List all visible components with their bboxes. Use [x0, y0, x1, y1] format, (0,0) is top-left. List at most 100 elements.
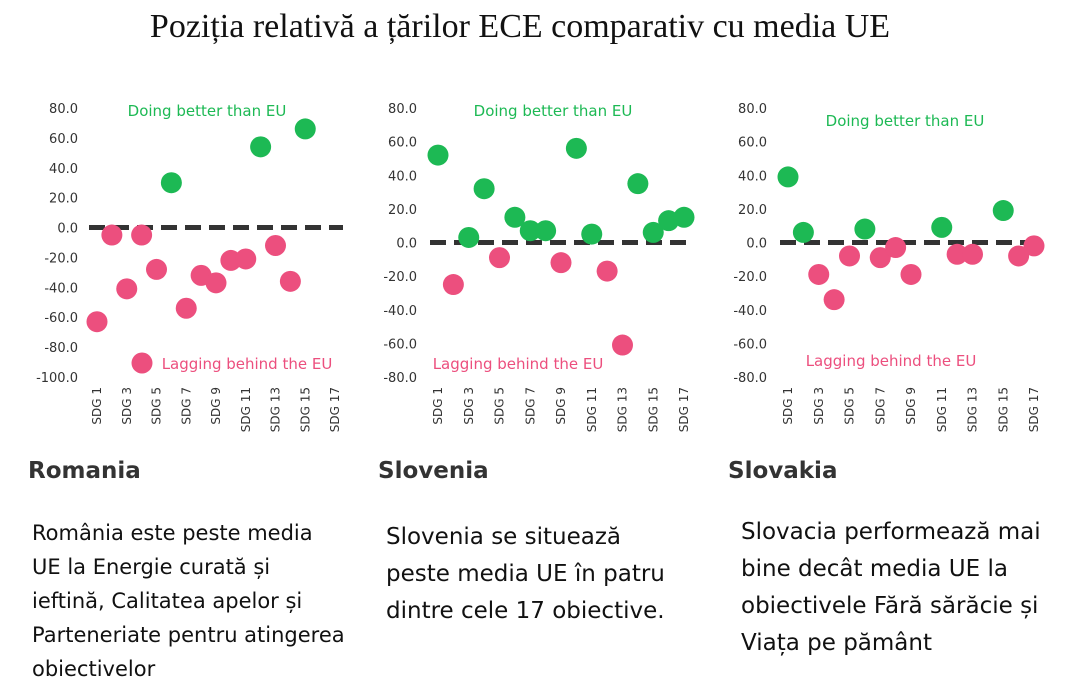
data-point	[86, 311, 108, 333]
x-tick-label: SDG 5	[150, 387, 164, 425]
romania-description-line: România este peste media	[32, 521, 313, 545]
data-point	[612, 334, 633, 356]
data-point	[581, 223, 603, 245]
data-point	[101, 224, 123, 246]
data-point	[535, 220, 557, 242]
data-point	[885, 237, 907, 259]
x-tick-label: SDG 13	[616, 387, 630, 432]
slovakia-description-line: Viața pe pământ	[741, 630, 932, 656]
data-point	[235, 248, 257, 270]
y-tick-label: -20.0	[44, 251, 78, 266]
x-tick-label: SDG 9	[209, 387, 223, 425]
data-point	[808, 263, 830, 285]
data-point	[900, 263, 922, 285]
y-tick-label: 40.0	[49, 162, 78, 177]
data-point	[823, 289, 845, 311]
slovenia-description-line: Slovenia se situează	[386, 524, 622, 550]
data-point	[673, 206, 695, 228]
data-point	[854, 218, 876, 240]
y-tick-label: 0.0	[746, 237, 767, 252]
x-tick-label: SDG 7	[523, 387, 537, 425]
slovenia-country-label: Slovenia	[378, 458, 489, 484]
data-point	[146, 258, 167, 280]
slovenia-description-line: dintre cele 17 obiective.	[386, 598, 665, 624]
x-tick-label: SDG 7	[873, 387, 887, 425]
y-tick-label: 80.0	[49, 102, 78, 117]
romania-description-line: obiectivelor	[32, 657, 156, 681]
x-tick-label: SDG 5	[493, 387, 507, 425]
data-point	[992, 200, 1014, 222]
lagging-marker	[131, 352, 153, 374]
y-tick-label: -100.0	[36, 371, 78, 386]
doing-better-label: Doing better than EU	[474, 102, 633, 120]
romania-country-label: Romania	[28, 458, 141, 484]
y-tick-label: 0.0	[57, 222, 78, 237]
x-tick-label: SDG 11	[239, 387, 253, 432]
slovakia-description-line: obiectivele Fără sărăcie și	[741, 593, 1039, 619]
data-point	[777, 166, 799, 188]
y-tick-label: -20.0	[733, 270, 767, 285]
data-point	[175, 297, 197, 319]
data-point	[550, 252, 572, 274]
x-tick-label: SDG 15	[646, 387, 660, 432]
data-point	[839, 245, 860, 267]
data-point	[1023, 235, 1045, 257]
y-tick-label: 80.0	[738, 102, 767, 117]
y-tick-label: 0.0	[396, 237, 417, 252]
doing-better-label: Doing better than EU	[128, 102, 287, 120]
data-point	[931, 216, 953, 238]
data-point	[294, 118, 316, 140]
y-tick-label: 20.0	[738, 203, 767, 218]
romania-description-line: ieftină, Calitatea apelor și	[32, 589, 303, 613]
x-tick-label: SDG 1	[431, 387, 445, 425]
y-tick-label: 60.0	[388, 136, 417, 151]
y-tick-label: 40.0	[738, 169, 767, 184]
slovakia-chart: 80.0 60.0 40.0 20.0 0.0 -20.0 -40.0 -60.0 -80.0 D…	[733, 102, 1045, 432]
slovakia-description-line: Slovacia performează mai	[741, 519, 1041, 545]
slovenia-description: Slovenia se situează peste media UE în p…	[386, 519, 665, 630]
y-tick-label: -80.0	[383, 371, 417, 386]
lagging-behind-label: Lagging behind the EU	[433, 355, 604, 373]
x-tick-label: SDG 7	[179, 387, 193, 425]
x-tick-label: SDG 1	[781, 387, 795, 425]
data-point	[946, 243, 968, 265]
romania-chart: 80.0 60.0 40.0 20.0 0.0 -20.0 -40.0 -60.0 -80.0 -…	[36, 102, 343, 432]
y-tick-label: 20.0	[49, 192, 78, 207]
data-point	[792, 221, 814, 243]
slovenia-description-line: peste media UE în patru	[386, 561, 665, 587]
y-tick-label: 60.0	[738, 136, 767, 151]
data-point	[473, 178, 495, 200]
data-point	[458, 226, 480, 248]
x-tick-label: SDG 3	[120, 387, 134, 425]
x-tick-label: SDG 3	[812, 387, 826, 425]
data-point	[160, 172, 182, 194]
y-tick-label: -60.0	[383, 337, 417, 352]
x-tick-label: SDG 13	[269, 387, 283, 432]
y-tick-label: 60.0	[49, 132, 78, 147]
slovakia-description-line: bine decât media UE la	[741, 556, 1008, 582]
data-point	[1008, 245, 1030, 267]
y-tick-label: -60.0	[733, 337, 767, 352]
data-point	[265, 234, 286, 256]
x-tick-label: SDG 5	[843, 387, 857, 425]
y-tick-label: -60.0	[44, 311, 78, 326]
data-point	[596, 260, 618, 282]
data-point	[627, 173, 649, 195]
lagging-behind-label: Lagging behind the EU	[806, 352, 977, 370]
data-point	[565, 137, 587, 159]
y-tick-label: -80.0	[44, 341, 78, 356]
x-tick-label: SDG 9	[554, 387, 568, 425]
data-point	[962, 243, 983, 265]
y-tick-label: 40.0	[388, 169, 417, 184]
lagging-behind-label: Lagging behind the EU	[162, 355, 333, 373]
data-point	[869, 247, 891, 269]
slovakia-description: Slovacia performează mai bine decât medi…	[741, 514, 1041, 662]
data-point	[250, 136, 272, 158]
data-point	[427, 144, 449, 166]
y-tick-label: -80.0	[733, 371, 767, 386]
page-title: Poziția relativă a țărilor ECE comparati…	[149, 8, 891, 45]
x-tick-label: SDG 17	[1027, 387, 1041, 432]
y-tick-label: -40.0	[383, 304, 417, 319]
romania-description: România este peste media UE la Energie c…	[32, 516, 345, 686]
x-tick-label: SDG 15	[298, 387, 312, 432]
